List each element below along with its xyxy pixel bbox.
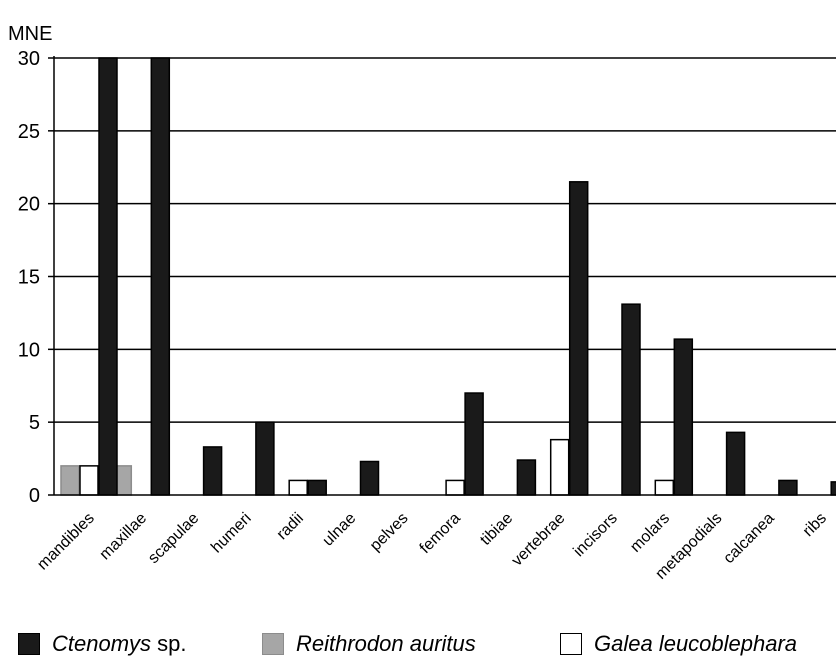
- y-tick-label: 0: [29, 485, 40, 507]
- y-tick-label: 30: [18, 48, 40, 70]
- bar-ctenomys-sp-scapulae: [202, 446, 223, 496]
- bar-galea-leucoblephara-femora: [445, 479, 465, 496]
- x-tick-label: tibiae: [477, 510, 516, 549]
- legend-label-galea: Galea leucoblephara: [594, 631, 798, 656]
- legend-label-ctenomys: Ctenomys sp.: [52, 631, 187, 656]
- x-tick-label: ribs: [800, 510, 830, 540]
- bar-ctenomys-sp-humeri: [255, 421, 275, 496]
- bars: [60, 57, 836, 496]
- legend-label-reithrodon: Reithrodon auritus: [296, 631, 476, 656]
- x-tick-label: femora: [417, 510, 464, 557]
- bar-ctenomys-sp-ribs: [830, 481, 836, 496]
- y-tick-label: 25: [18, 121, 40, 143]
- bar-ctenomys-sp-calcanea: [778, 479, 798, 496]
- x-tick-label: radii: [274, 510, 307, 543]
- x-tick-label: ulnae: [320, 510, 360, 550]
- x-tick-label: calcanea: [720, 510, 777, 567]
- x-tick-label: scapulae: [145, 510, 202, 567]
- x-tick-label: pelves: [367, 510, 412, 555]
- bar-ctenomys-sp-incisors: [621, 303, 641, 496]
- legend-item-reithrodon: Reithrodon auritus: [262, 631, 476, 657]
- bar-galea-leucoblephara-molars: [654, 479, 675, 496]
- bar-reithrodon-auritus-mandibles: [60, 465, 80, 496]
- bar-ctenomys-sp-radii: [307, 479, 327, 496]
- x-tick-label: humeri: [208, 510, 255, 557]
- legend-item-galea: Galea leucoblephara: [560, 631, 797, 657]
- bar-chart: MNE 0 5 10 15 20 25 30 mandiblesmaxillaescapul…: [8, 23, 836, 583]
- x-tick-label: molars: [627, 510, 673, 556]
- gridlines: [54, 57, 836, 423]
- bar-galea-leucoblephara-radii: [288, 479, 308, 496]
- bar-galea-leucoblephara-vertebrae: [549, 438, 570, 496]
- bar-ctenomys-sp-metapodials: [725, 431, 746, 496]
- y-tick-label: 15: [18, 267, 40, 289]
- y-tick-label: 10: [18, 339, 40, 361]
- y-axis-label: MNE: [8, 23, 52, 45]
- bar-ctenomys-sp-mandibles: [98, 57, 118, 496]
- bar-galea-leucoblephara-mandibles: [79, 465, 99, 496]
- x-tick-label: vertebrae: [509, 510, 569, 570]
- x-tick-label: mandibles: [34, 510, 98, 574]
- bar-ctenomys-sp-vertebrae: [568, 181, 589, 496]
- x-tick-label: maxillae: [97, 510, 151, 564]
- y-axis-ticks: 0 5 10 15 20 25 30: [18, 48, 54, 507]
- bar-ctenomys-sp-molars: [673, 338, 694, 496]
- legend-swatch-ctenomys: [18, 633, 40, 655]
- axes: [53, 56, 836, 496]
- x-tick-label: incisors: [570, 510, 620, 560]
- legend-item-ctenomys: Ctenomys sp.: [18, 631, 187, 657]
- legend-swatch-galea: [560, 633, 582, 655]
- bar-ctenomys-sp-ulnae: [359, 460, 380, 496]
- y-tick-label: 5: [29, 412, 40, 434]
- legend: Ctenomys sp. Reithrodon auritus Galea le…: [0, 625, 836, 660]
- bar-ctenomys-sp-maxillae: [150, 57, 171, 496]
- bar-ctenomys-sp-tibiae: [516, 459, 537, 496]
- bar-ctenomys-sp-femora: [464, 392, 484, 496]
- legend-swatch-reithrodon: [262, 633, 284, 655]
- y-tick-label: 20: [18, 194, 40, 216]
